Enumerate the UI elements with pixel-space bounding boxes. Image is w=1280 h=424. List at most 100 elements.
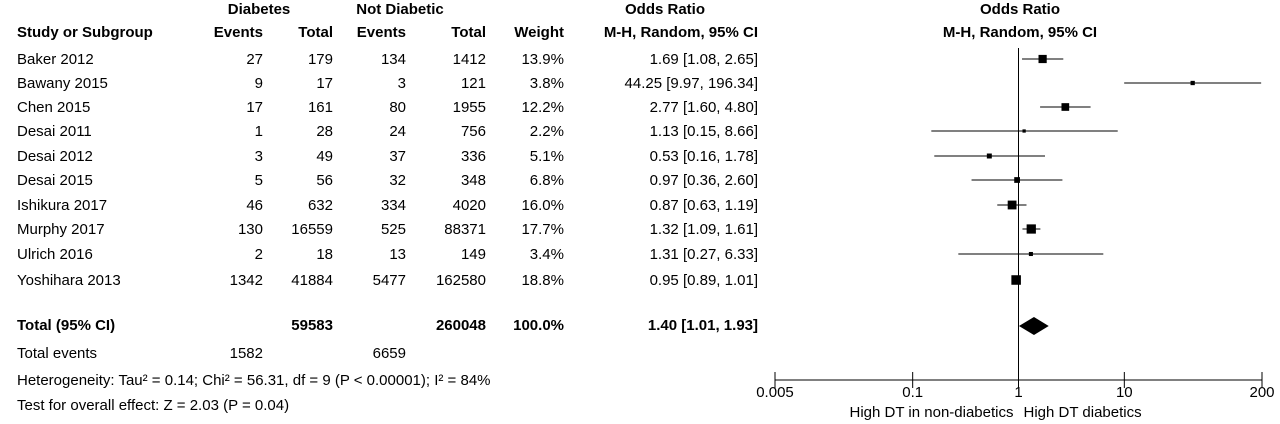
x-tick-label: 0.1 xyxy=(902,384,923,401)
plot-subtitle: M-H, Random, 95% CI xyxy=(942,24,1098,41)
total-not-diabetic: 4020 xyxy=(452,197,486,214)
col-study-header: Study or Subgroup xyxy=(17,24,153,41)
events-diabetes: 9 xyxy=(254,75,263,92)
x-tick-label: 200 xyxy=(1249,384,1274,401)
weight: 3.8% xyxy=(529,75,564,92)
events-diabetes: 1 xyxy=(254,123,263,140)
total-diabetes: 161 xyxy=(307,99,333,116)
study-name: Desai 2011 xyxy=(17,123,92,140)
point-estimate xyxy=(1011,275,1021,285)
pooled-odds-ratio: 1.40 [1.01, 1.93] xyxy=(647,317,758,334)
point-estimate xyxy=(1014,177,1020,183)
x-tick-label: 1 xyxy=(1014,384,1022,401)
table-row: Bawany 2015 9 17 3 121 3.8% 44.25 [9.97,… xyxy=(0,75,780,93)
study-name: Baker 2012 xyxy=(17,51,94,68)
total-not-diabetic: 121 xyxy=(460,75,486,92)
study-name: Bawany 2015 xyxy=(17,75,108,92)
table-row: Ishikura 2017 46 632 334 4020 16.0% 0.87… xyxy=(0,197,780,215)
study-name: Desai 2012 xyxy=(17,148,93,165)
left-direction-label: High DT in non-diabetics xyxy=(850,404,1014,421)
effect-header: Odds Ratio xyxy=(624,1,705,18)
point-estimate xyxy=(1190,80,1195,86)
weight: 5.1% xyxy=(529,148,564,165)
odds-ratio-ci: 0.97 [0.36, 2.60] xyxy=(649,172,758,189)
total-label: Total (95% CI) xyxy=(17,317,116,334)
odds-ratio-ci: 1.32 [1.09, 1.61] xyxy=(649,221,758,238)
weight: 18.8% xyxy=(521,272,564,289)
total-not-diabetic-sum: 260048 xyxy=(435,317,486,334)
study-name: Yoshihara 2013 xyxy=(17,272,121,289)
overall-effect-text: Test for overall effect: Z = 2.03 (P = 0… xyxy=(17,397,290,414)
point-estimate xyxy=(1028,251,1033,257)
odds-ratio-ci: 1.13 [0.15, 8.66] xyxy=(649,123,758,140)
odds-ratio-ci: 2.77 [1.60, 4.80] xyxy=(649,99,758,116)
total-diabetes: 41884 xyxy=(291,272,333,289)
total-diabetes: 18 xyxy=(316,246,333,263)
point-estimate xyxy=(1022,129,1026,133)
total-not-diabetic: 149 xyxy=(460,246,486,263)
study-name: Ulrich 2016 xyxy=(17,246,93,263)
weight: 16.0% xyxy=(521,197,564,214)
group2-header: Not Diabetic xyxy=(356,1,444,18)
total-diabetes: 179 xyxy=(307,51,333,68)
weight: 6.8% xyxy=(529,172,564,189)
col-events2-header: Events xyxy=(356,24,406,41)
total-row: Total (95% CI) 59583 260048 100.0% 1.40 … xyxy=(0,317,780,335)
events-diabetes: 1342 xyxy=(229,272,263,289)
study-name: Murphy 2017 xyxy=(17,221,105,238)
total-events-label: Total events xyxy=(17,345,98,362)
events-diabetes: 2 xyxy=(254,246,263,263)
point-estimate xyxy=(986,153,992,159)
table-row: Ulrich 2016 2 18 13 149 3.4% 1.31 [0.27,… xyxy=(0,246,780,264)
events-not-diabetic: 24 xyxy=(389,123,406,140)
total-events-not-diabetic: 6659 xyxy=(372,345,406,362)
events-not-diabetic: 32 xyxy=(389,172,406,189)
events-not-diabetic: 37 xyxy=(389,148,406,165)
col-weight-header: Weight xyxy=(514,24,564,41)
col-ci-header: M-H, Random, 95% CI xyxy=(603,24,758,41)
events-diabetes: 46 xyxy=(246,197,263,214)
table-row: Desai 2012 3 49 37 336 5.1% 0.53 [0.16, … xyxy=(0,148,780,166)
col-events1-header: Events xyxy=(213,24,263,41)
events-not-diabetic: 525 xyxy=(380,221,406,238)
right-direction-label: High DT diabetics xyxy=(1024,404,1142,421)
study-name: Ishikura 2017 xyxy=(17,197,108,214)
x-tick-label: 10 xyxy=(1116,384,1133,401)
study-name: Chen 2015 xyxy=(17,99,91,116)
events-diabetes: 17 xyxy=(246,99,263,116)
events-not-diabetic: 80 xyxy=(389,99,406,116)
weight: 2.2% xyxy=(529,123,564,140)
odds-ratio-ci: 44.25 [9.97, 196.34] xyxy=(624,75,758,92)
weight: 13.9% xyxy=(521,51,564,68)
total-events-diabetes: 1582 xyxy=(229,345,263,362)
events-not-diabetic: 334 xyxy=(380,197,406,214)
odds-ratio-ci: 0.95 [0.89, 1.01] xyxy=(649,272,758,289)
events-diabetes: 27 xyxy=(246,51,263,68)
pooled-diamond xyxy=(1018,317,1049,335)
x-tick-label: 0.005 xyxy=(756,384,794,401)
weight: 12.2% xyxy=(521,99,564,116)
table-row: Yoshihara 2013 1342 41884 5477 162580 18… xyxy=(0,272,780,290)
study-name: Desai 2015 xyxy=(17,172,93,189)
events-diabetes: 130 xyxy=(237,221,263,238)
odds-ratio-ci: 0.53 [0.16, 1.78] xyxy=(649,148,758,165)
total-diabetes: 632 xyxy=(307,197,333,214)
events-not-diabetic: 13 xyxy=(389,246,406,263)
total-not-diabetic: 348 xyxy=(460,172,486,189)
odds-ratio-ci: 1.31 [0.27, 6.33] xyxy=(649,246,758,263)
total-diabetes: 16559 xyxy=(291,221,333,238)
total-diabetes-sum: 59583 xyxy=(291,317,333,334)
total-diabetes: 56 xyxy=(316,172,333,189)
point-estimate xyxy=(1007,200,1017,210)
total-weight: 100.0% xyxy=(513,317,564,334)
col-total2-header: Total xyxy=(451,24,486,41)
total-diabetes: 28 xyxy=(316,123,333,140)
table-row: Desai 2015 5 56 32 348 6.8% 0.97 [0.36, … xyxy=(0,172,780,190)
total-not-diabetic: 88371 xyxy=(444,221,486,238)
events-not-diabetic: 5477 xyxy=(372,272,406,289)
total-not-diabetic: 1412 xyxy=(452,51,486,68)
point-estimate xyxy=(1026,224,1036,234)
col-total1-header: Total xyxy=(298,24,333,41)
table-row: Baker 2012 27 179 134 1412 13.9% 1.69 [1… xyxy=(0,51,780,69)
